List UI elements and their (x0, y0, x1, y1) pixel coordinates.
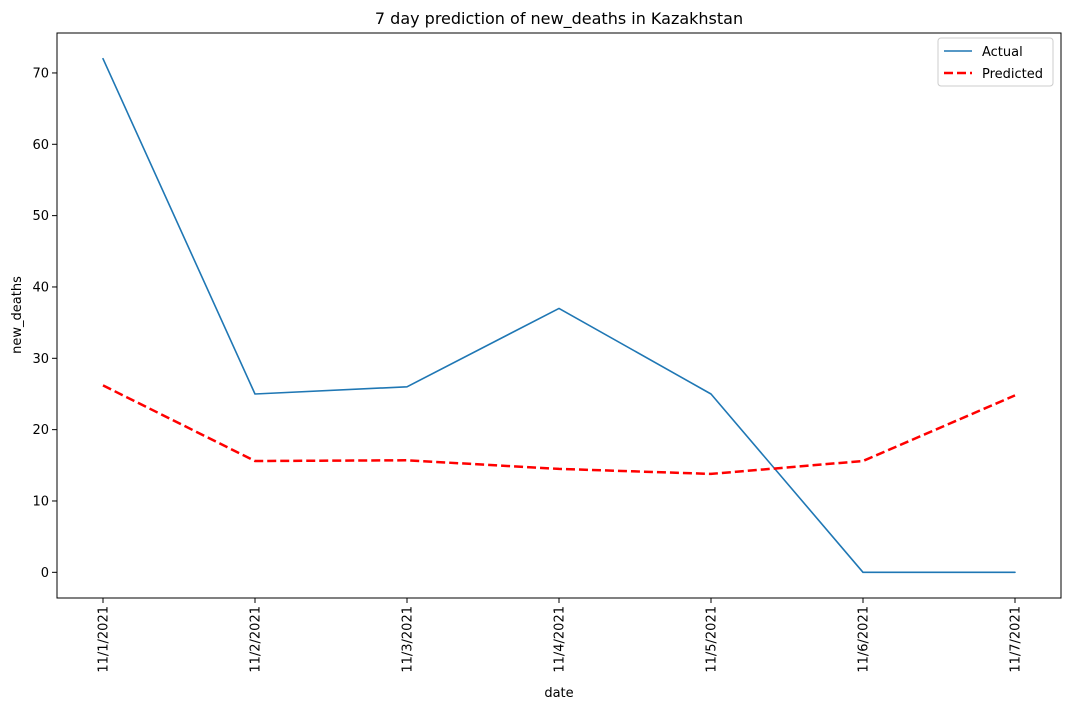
y-tick-label: 60 (32, 138, 49, 153)
x-tick-label: 11/7/2021 (1009, 606, 1024, 673)
y-tick-label: 30 (32, 352, 49, 367)
series-line-actual (102, 57, 1016, 574)
y-axis: 0 10 20 30 40 50 60 70 (32, 66, 57, 581)
x-tick-label: 11/3/2021 (401, 606, 416, 673)
y-tick-label: 10 (32, 494, 49, 509)
x-tick-label: 11/1/2021 (97, 606, 112, 673)
x-axis: 11/1/2021 11/2/2021 11/3/2021 11/4/2021 11/5… (97, 598, 1024, 673)
x-tick-label: 11/6/2021 (857, 606, 872, 673)
y-tick-label: 50 (32, 209, 49, 224)
legend-box (937, 37, 1054, 87)
y-axis-label: new_deaths (10, 276, 25, 354)
x-tick-label: 11/2/2021 (249, 606, 264, 673)
x-axis-label: date (544, 686, 573, 701)
x-tick-label: 11/5/2021 (705, 606, 720, 673)
y-tick-label: 70 (32, 66, 49, 81)
chart-title: 7 day prediction of new_deaths in Kazakh… (375, 9, 743, 29)
y-tick-label: 20 (32, 423, 49, 438)
y-tick-label: 0 (41, 566, 49, 581)
y-tick-label: 40 (32, 280, 49, 295)
legend: Actual Predicted (937, 37, 1054, 87)
legend-label-predicted: Predicted (982, 67, 1043, 82)
x-tick-label: 11/4/2021 (553, 606, 568, 673)
legend-label-actual: Actual (982, 45, 1023, 60)
series-layer (102, 57, 1016, 574)
series-line-predicted (102, 384, 1016, 476)
